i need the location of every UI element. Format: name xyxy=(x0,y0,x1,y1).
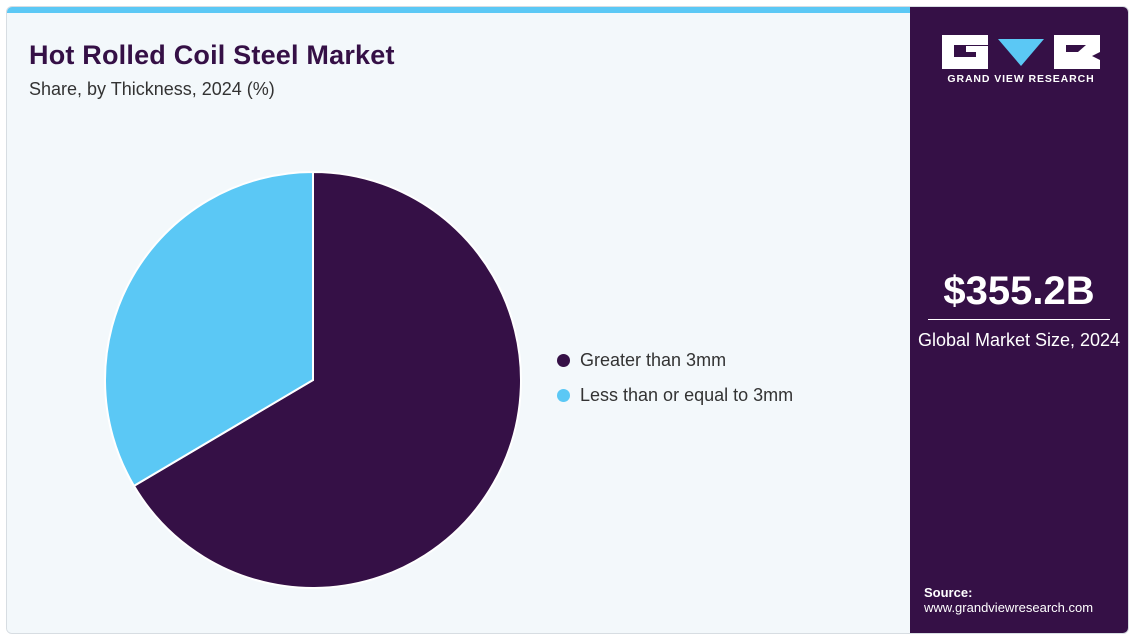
legend-item: Less than or equal to 3mm xyxy=(557,378,793,413)
accent-bar xyxy=(7,7,910,13)
legend-marker-icon xyxy=(557,389,570,402)
pie-chart xyxy=(104,170,522,589)
divider xyxy=(928,319,1110,320)
legend-label: Greater than 3mm xyxy=(580,350,727,370)
market-size-label: Global Market Size, 2024 xyxy=(917,330,1121,350)
chart-subtitle: Share, by Thickness, 2024 (%) xyxy=(29,79,275,99)
logo-mark-icon xyxy=(942,35,1100,69)
source-link[interactable]: www.grandviewresearch.com xyxy=(924,600,1094,615)
chart-card: Hot Rolled Coil Steel Market Share, by T… xyxy=(6,6,1129,634)
side-panel: GRAND VIEW RESEARCH $355.2B Global Marke… xyxy=(910,7,1128,633)
brand-name: GRAND VIEW RESEARCH xyxy=(947,73,1095,85)
pie-slice-greater-than-3mm xyxy=(132,170,522,589)
source-block: Source: www.grandviewresearch.com xyxy=(924,585,1093,615)
legend-marker-icon xyxy=(557,354,570,367)
chart-title: Hot Rolled Coil Steel Market xyxy=(29,40,395,70)
chart-legend: Greater than 3mm Less than or equal to 3m… xyxy=(557,343,793,413)
legend-item: Greater than 3mm xyxy=(557,343,793,378)
brand-logo: GRAND VIEW RESEARCH xyxy=(942,35,1100,95)
legend-label: Less than or equal to 3mm xyxy=(580,385,794,405)
pie-slice-less-than-or-equal-to-3mm xyxy=(104,170,314,488)
market-size-value: $355.2B xyxy=(943,269,1095,313)
source-label: Source: xyxy=(924,585,973,600)
chart-panel: Hot Rolled Coil Steel Market Share, by T… xyxy=(7,13,910,633)
